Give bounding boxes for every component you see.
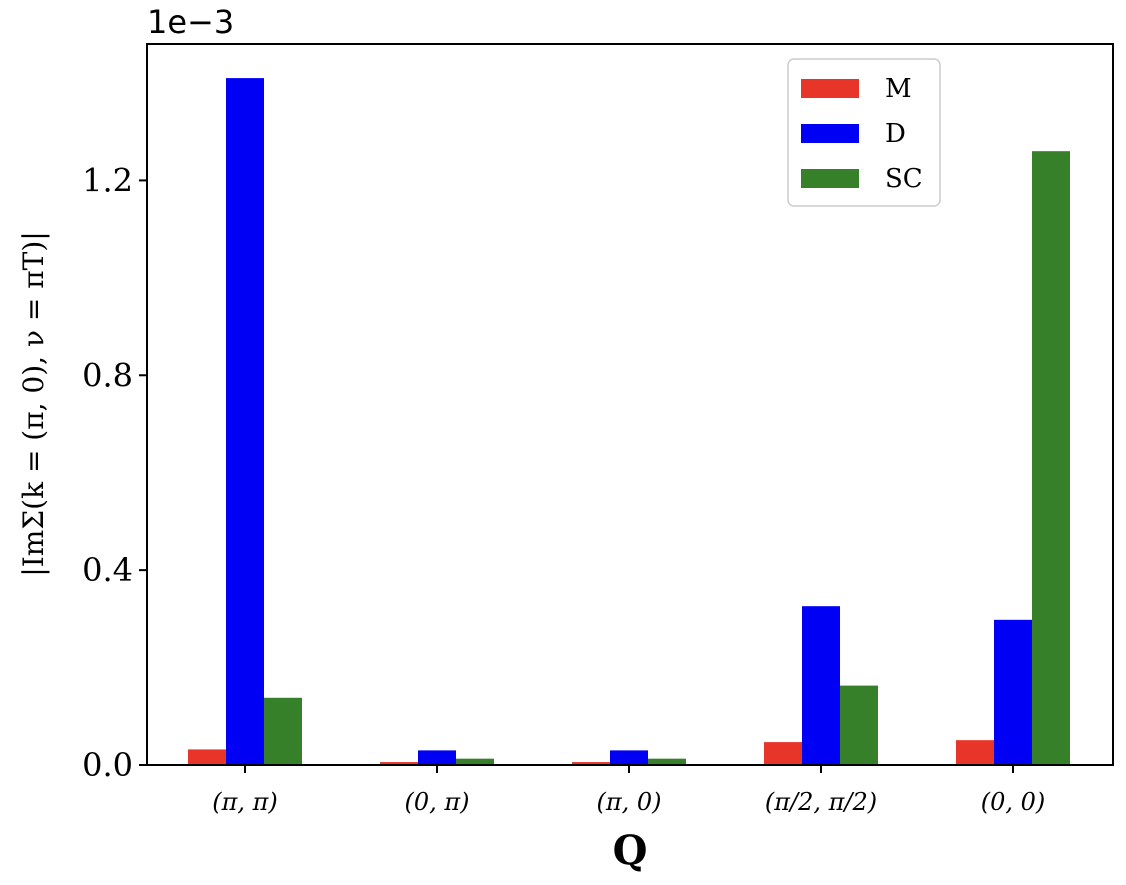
bar-m-3	[764, 742, 802, 765]
y-tick-label: 0.8	[82, 356, 133, 394]
y-axis: 0.0 0.4 0.8 1.2	[82, 161, 147, 784]
x-tick-label: (0, π)	[404, 788, 469, 816]
legend-label-d: D	[885, 119, 906, 149]
x-tick-label: (π, π)	[212, 788, 278, 816]
bar-m-1	[380, 762, 418, 765]
bar-sc-0	[264, 697, 302, 765]
legend-swatch-sc	[801, 169, 859, 188]
bar-m-2	[572, 762, 610, 765]
bar-sc-4	[1032, 151, 1070, 766]
bar-d-1	[418, 750, 456, 765]
bar-m-0	[188, 749, 226, 765]
legend-swatch-m	[801, 79, 859, 98]
legend: MD SC	[787, 58, 941, 207]
y-tick-label: 0.0	[82, 746, 133, 784]
bar-sc-3	[840, 685, 878, 765]
y-axis-label: |ImΣ(k = (π, 0), ν = πT)|	[17, 231, 50, 576]
bar-d-3	[802, 606, 840, 765]
x-axis: (π, π) (0, π) (π, 0) (π/2, π/2) (0, 0)	[212, 765, 1045, 816]
bars-layer	[188, 78, 1070, 766]
plot-frame	[146, 43, 1114, 766]
x-tick-label: (π/2, π/2)	[765, 788, 877, 816]
legend-label-m: M	[885, 74, 912, 104]
bar-d-0	[226, 78, 264, 766]
legend-swatch-d	[801, 124, 859, 143]
legend-label-sc: SC	[885, 164, 923, 194]
bar-d-2	[610, 750, 648, 765]
y-axis-offset-label: 1e−3	[147, 3, 234, 41]
bar-sc-1	[456, 758, 494, 765]
x-axis-label: Q	[613, 827, 648, 874]
bar-sc-2	[648, 758, 686, 765]
y-tick-label: 0.4	[82, 551, 133, 589]
x-tick-label: (0, 0)	[981, 788, 1046, 816]
bar-m-4	[956, 740, 994, 765]
y-tick-label: 1.2	[82, 161, 133, 199]
bar-d-4	[994, 619, 1032, 765]
x-tick-label: (π, 0)	[596, 788, 661, 816]
